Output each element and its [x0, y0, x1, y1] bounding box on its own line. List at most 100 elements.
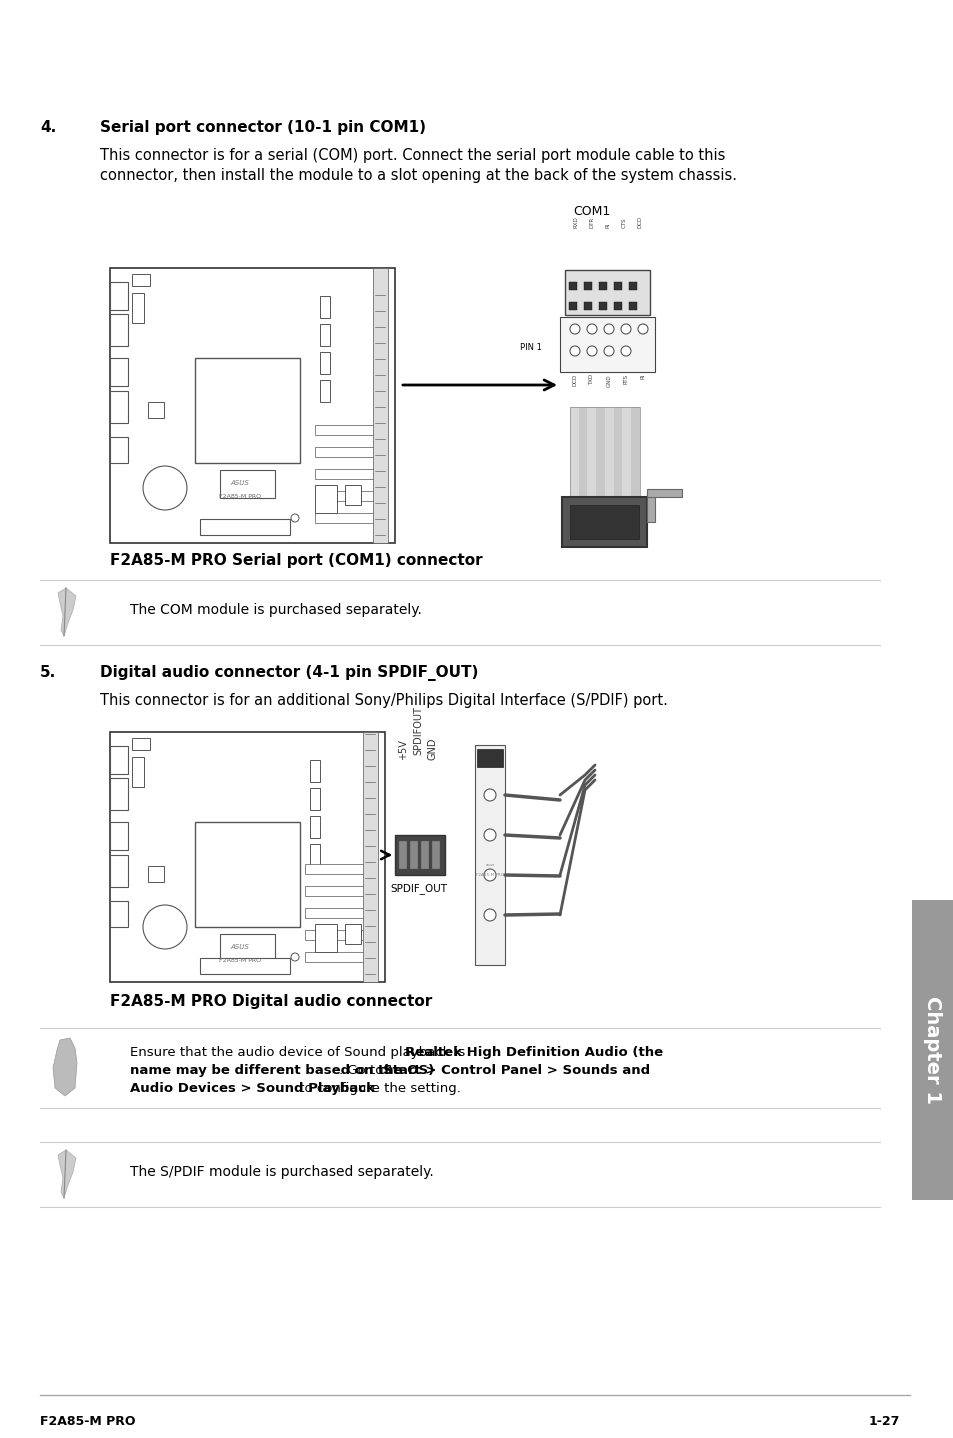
Bar: [476, 749, 502, 766]
Bar: [110, 282, 128, 311]
Bar: [614, 282, 621, 290]
Text: . Go to: . Go to: [338, 1064, 387, 1077]
Circle shape: [291, 953, 298, 961]
Text: This connector is for an additional Sony/Philips Digital Interface (S/PDIF) port: This connector is for an additional Sony…: [100, 693, 667, 707]
Polygon shape: [58, 1150, 76, 1198]
Text: Serial port connector (10-1 pin COM1): Serial port connector (10-1 pin COM1): [100, 119, 426, 135]
Bar: [110, 437, 128, 463]
Bar: [110, 313, 128, 347]
Circle shape: [586, 324, 597, 334]
Bar: [148, 866, 164, 881]
Text: F2A85-M PRO Digital audio connector: F2A85-M PRO Digital audio connector: [110, 994, 432, 1009]
Text: Audio Devices > Sound Playback: Audio Devices > Sound Playback: [130, 1081, 375, 1094]
Text: to configure the setting.: to configure the setting.: [294, 1081, 460, 1094]
Bar: [568, 302, 577, 311]
Text: 5.: 5.: [40, 664, 56, 680]
Text: Realtek High Definition Audio (the: Realtek High Definition Audio (the: [405, 1045, 662, 1058]
Text: SPDIFOUT: SPDIFOUT: [413, 706, 422, 755]
Text: F2A85-M PRO Serial port (COM1) connector: F2A85-M PRO Serial port (COM1) connector: [110, 554, 482, 568]
Bar: [314, 447, 385, 457]
Text: F2A85-M PRO: F2A85-M PRO: [476, 873, 503, 877]
Circle shape: [483, 909, 496, 920]
Circle shape: [620, 324, 630, 334]
Text: DCD: DCD: [637, 216, 641, 229]
Text: name may be different based on the OS): name may be different based on the OS): [130, 1064, 434, 1077]
Text: SPDIF_OUT: SPDIF_OUT: [390, 883, 447, 894]
Bar: [646, 492, 655, 522]
Bar: [110, 746, 128, 774]
Bar: [314, 426, 385, 436]
Bar: [568, 282, 577, 290]
Bar: [305, 886, 375, 896]
Text: This connector is for a serial (COM) port. Connect the serial port module cable : This connector is for a serial (COM) por…: [100, 148, 724, 162]
Circle shape: [620, 347, 630, 357]
Text: RI: RI: [605, 223, 610, 229]
Bar: [319, 380, 330, 403]
Bar: [410, 841, 417, 869]
Bar: [148, 403, 164, 418]
Bar: [110, 391, 128, 423]
Circle shape: [483, 789, 496, 801]
Circle shape: [483, 828, 496, 841]
Text: connector, then install the module to a slot opening at the back of the system c: connector, then install the module to a …: [100, 168, 737, 183]
Bar: [314, 490, 385, 500]
Bar: [598, 282, 606, 290]
Bar: [631, 407, 639, 498]
Bar: [398, 841, 407, 869]
Text: 4.: 4.: [40, 119, 56, 135]
Bar: [559, 316, 655, 372]
Bar: [310, 788, 319, 810]
Bar: [220, 470, 274, 498]
Bar: [578, 407, 587, 498]
Bar: [132, 293, 144, 324]
Text: RXD: RXD: [573, 216, 578, 229]
Bar: [911, 900, 953, 1199]
Circle shape: [603, 324, 614, 334]
Bar: [319, 352, 330, 374]
Text: Start > Control Panel > Sounds and: Start > Control Panel > Sounds and: [382, 1064, 649, 1077]
Bar: [132, 275, 150, 286]
Bar: [373, 267, 388, 544]
Circle shape: [586, 347, 597, 357]
Circle shape: [569, 347, 579, 357]
Bar: [613, 407, 622, 498]
Text: 1-27: 1-27: [868, 1415, 899, 1428]
Bar: [363, 732, 377, 982]
Bar: [345, 485, 360, 505]
Bar: [200, 958, 290, 974]
Bar: [110, 856, 128, 887]
Text: PIN 1: PIN 1: [519, 342, 541, 351]
Text: GND: GND: [606, 374, 611, 387]
Bar: [628, 302, 637, 311]
Bar: [314, 513, 385, 523]
Polygon shape: [53, 1038, 77, 1096]
Text: Chapter 1: Chapter 1: [923, 997, 942, 1104]
Bar: [132, 738, 150, 751]
Text: RI: RI: [639, 374, 645, 380]
Text: F2A85-M PRO: F2A85-M PRO: [40, 1415, 135, 1428]
Bar: [194, 358, 299, 463]
Bar: [569, 407, 578, 498]
Bar: [475, 745, 504, 965]
Bar: [314, 925, 336, 952]
Text: Ensure that the audio device of Sound playback is: Ensure that the audio device of Sound pl…: [130, 1045, 469, 1058]
Bar: [110, 358, 128, 385]
Bar: [561, 498, 646, 546]
Text: CTS: CTS: [620, 217, 626, 229]
Text: The S/PDIF module is purchased separately.: The S/PDIF module is purchased separatel…: [130, 1165, 434, 1179]
Bar: [110, 823, 128, 850]
Text: RTS: RTS: [623, 374, 628, 384]
Bar: [345, 925, 360, 943]
Bar: [314, 485, 336, 513]
Bar: [110, 778, 128, 810]
Bar: [220, 935, 274, 962]
Text: COM1: COM1: [573, 206, 610, 219]
Circle shape: [603, 347, 614, 357]
Bar: [310, 844, 319, 866]
Circle shape: [638, 324, 647, 334]
Bar: [110, 267, 395, 544]
Bar: [305, 907, 375, 917]
Bar: [432, 841, 439, 869]
Bar: [319, 324, 330, 347]
Text: ASUS: ASUS: [231, 943, 249, 951]
